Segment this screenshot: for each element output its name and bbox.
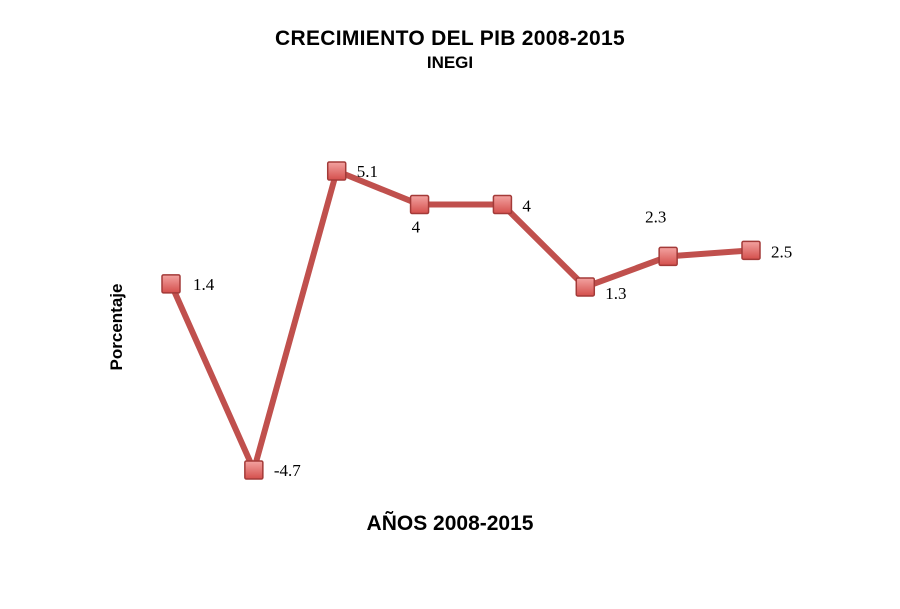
data-point-marker — [409, 194, 430, 215]
x-axis-label: AÑOS 2008-2015 — [366, 512, 534, 535]
data-point-marker — [326, 161, 347, 181]
series-line-segment — [333, 168, 423, 208]
data-label: -4.7 — [274, 461, 301, 480]
data-label: 4 — [522, 197, 531, 216]
series-line-segment — [250, 168, 340, 473]
data-point-marker — [658, 246, 678, 267]
series-line-segment — [582, 253, 672, 290]
chart-title: CRECIMIENTO DEL PIB 2008-2015 — [275, 27, 625, 50]
series-line-segment — [168, 280, 257, 473]
data-label: 4 — [412, 218, 421, 237]
data-point-marker — [741, 240, 761, 261]
data-label: 1.4 — [193, 275, 215, 294]
data-point-marker — [244, 460, 264, 480]
data-point-marker — [575, 277, 596, 297]
series-line-segment — [499, 201, 589, 290]
series-line-segment — [665, 247, 754, 260]
data-label: 5.1 — [357, 162, 378, 181]
data-label: 2.3 — [645, 207, 666, 226]
chart-subtitle: INEGI — [426, 53, 474, 72]
data-label: 1.3 — [605, 284, 626, 303]
data-label: 2.5 — [771, 242, 792, 261]
data-point-marker — [492, 194, 513, 215]
data-point-marker — [161, 274, 181, 294]
